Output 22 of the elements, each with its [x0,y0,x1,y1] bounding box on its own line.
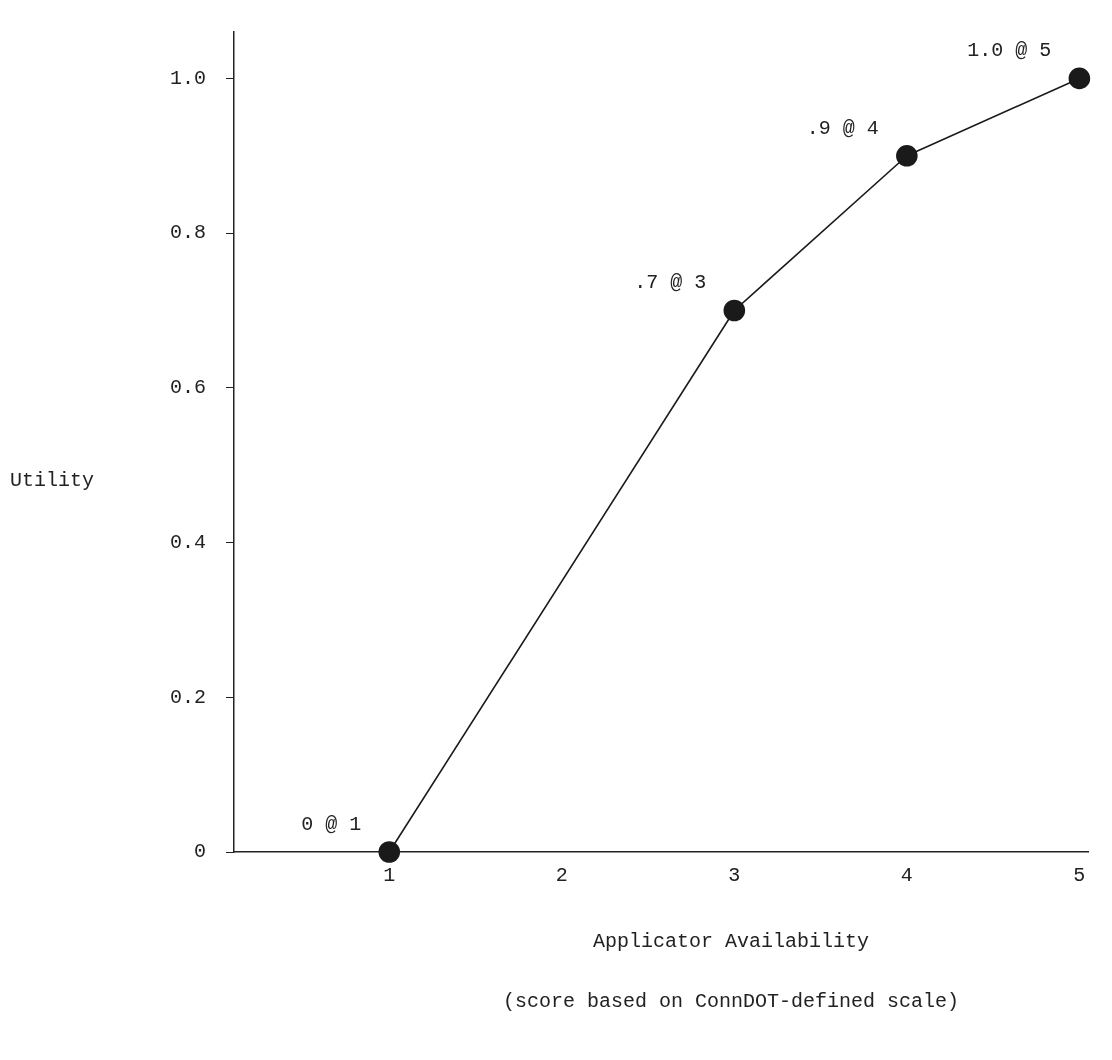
point [896,144,918,167]
annotation: 0 @ 1 [301,813,362,836]
y-tick-label: 0.8 [169,221,207,245]
x-tick-label: 3 [728,864,741,888]
y-tick-label: 0.6 [169,376,207,400]
y-tick-label: 0.4 [169,530,207,554]
x-tick-label: 2 [555,864,568,888]
annotation: 1.0 @ 5 [967,39,1052,63]
x-axis-title: Applicator Availability [592,930,870,954]
y-tick-label: 0.2 [169,685,207,709]
point [723,299,746,322]
x-tick-label: 1 [383,864,396,888]
y-tick-label: 1.0 [169,66,207,90]
y-tick-label: 0 [193,840,207,864]
x-tick-label: 5 [1073,864,1086,888]
text: (score based on ConnDOT-defined scale) [502,990,960,1014]
x-tick-label: 4 [900,864,913,888]
annotation: .9 @ 4 [806,116,879,140]
point [378,841,401,863]
y-axis-title: Utility [10,468,95,492]
point [1068,67,1091,90]
annotation: .7 @ 3 [634,271,707,295]
